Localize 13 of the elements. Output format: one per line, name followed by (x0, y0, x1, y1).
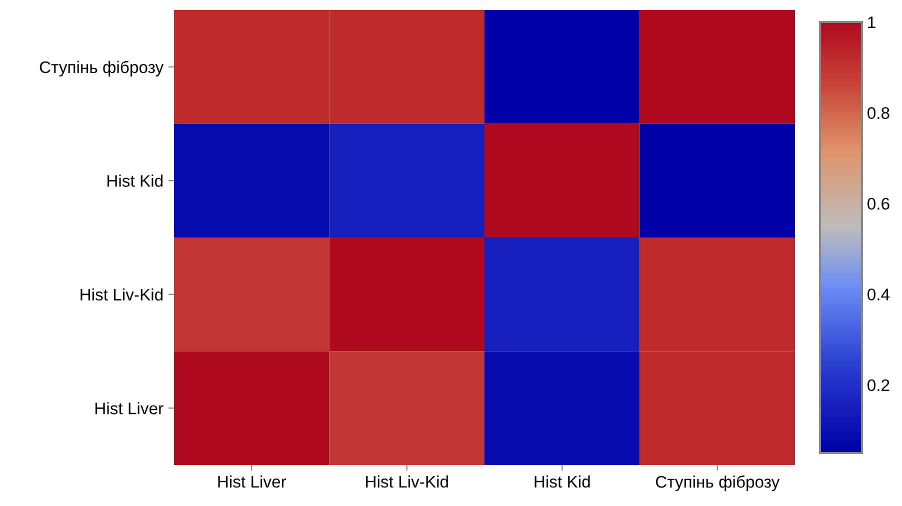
x-tick-label: Ступінь фіброзу (656, 475, 780, 492)
x-tick-label: Hist Liv-Kid (366, 475, 448, 488)
color-bar-label: 0.8 (868, 107, 890, 119)
color-bar-label: 0.6 (868, 198, 890, 210)
color-bar-label: 0.4 (868, 288, 890, 300)
y-tick-label: Hist Kid (108, 174, 163, 187)
color-bar-label: 1 (868, 16, 876, 28)
x-tick-label: Hist Liver (218, 475, 286, 488)
color-bar-label: 0.2 (868, 379, 890, 392)
y-tick-label: Hist Liv-Kid (80, 288, 163, 301)
x-tick-label: Hist Kid (534, 475, 590, 488)
y-tick-label: Ступінь фіброзу (40, 60, 164, 76)
y-tick-label: Hist Liver (95, 402, 164, 414)
